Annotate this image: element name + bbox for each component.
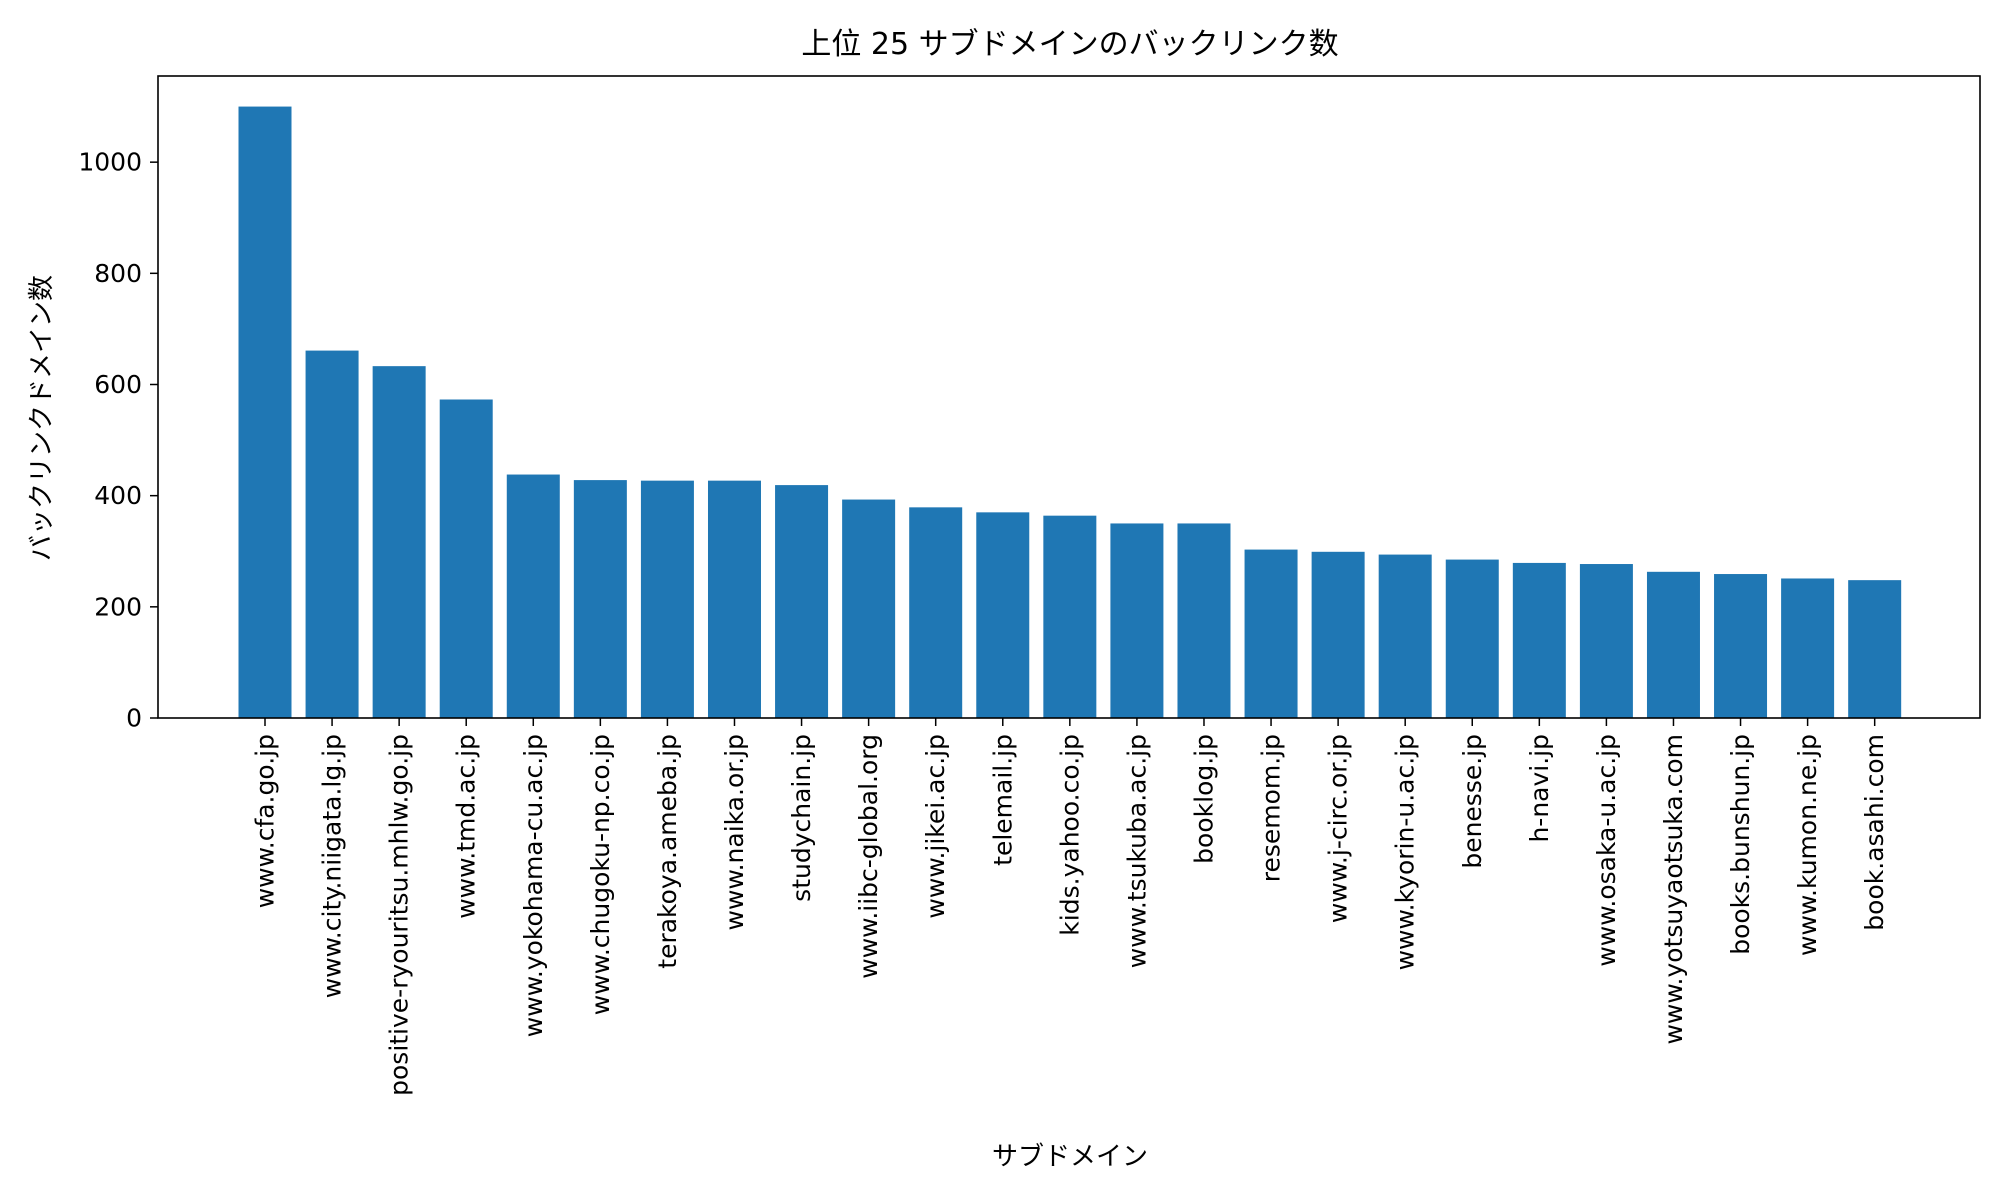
- x-tick-label: www.jikei.ac.jp: [921, 734, 950, 919]
- x-tick-label: resemom.jp: [1257, 734, 1286, 882]
- y-axis: 0 200 400 600 800 1000: [78, 148, 158, 733]
- x-tick-label: positive-ryouritsu.mhlw.go.jp: [385, 734, 414, 1096]
- bar: [1714, 574, 1768, 718]
- x-tick-label: www.j-circ.or.jp: [1324, 734, 1353, 923]
- bar: [238, 106, 292, 718]
- x-tick-label: studychain.jp: [787, 734, 816, 902]
- x-tick-label: www.yotsuyaotsuka.com: [1659, 734, 1688, 1045]
- bar: [976, 512, 1030, 718]
- y-tick-label: 200: [94, 592, 142, 621]
- bar: [305, 350, 359, 718]
- bar: [1579, 564, 1633, 718]
- y-tick-label: 400: [94, 481, 142, 510]
- bar: [372, 366, 426, 718]
- bar: [1512, 562, 1566, 718]
- x-tick-label: www.kumon.ne.jp: [1793, 734, 1822, 956]
- bar: [1848, 580, 1902, 718]
- x-tick-label: www.tmd.ac.jp: [452, 734, 481, 919]
- bar: [775, 485, 829, 718]
- y-axis-title: バックリンクドメイン数: [27, 275, 57, 561]
- bars-layer: [238, 106, 1902, 718]
- bar: [1311, 551, 1365, 718]
- bar: [1781, 578, 1835, 718]
- y-tick-label: 1000: [78, 148, 142, 177]
- x-tick-label: book.asahi.com: [1860, 734, 1889, 931]
- x-tick-label: www.iibc-global.org: [854, 734, 883, 979]
- x-tick-label: books.bunshun.jp: [1726, 734, 1755, 955]
- bar: [909, 507, 963, 718]
- bar: [1177, 523, 1231, 718]
- x-tick-label: www.chugoku-np.co.jp: [586, 734, 615, 1015]
- chart-title: 上位 25 サブドメインのバックリンク数: [801, 27, 1338, 62]
- y-tick-label: 0: [126, 704, 142, 733]
- bar: [707, 480, 761, 718]
- bar: [1445, 559, 1499, 718]
- x-tick-label: www.city.niigata.lg.jp: [318, 734, 347, 998]
- x-tick-label: www.tsukuba.ac.jp: [1122, 734, 1151, 968]
- x-axis: www.cfa.go.jp www.city.niigata.lg.jp posit…: [251, 718, 1889, 1096]
- x-tick-label: kids.yahoo.co.jp: [1055, 734, 1084, 936]
- y-tick-label: 600: [94, 370, 142, 399]
- bar: [640, 480, 694, 718]
- bar: [1646, 571, 1700, 718]
- bar: [439, 399, 493, 718]
- bar: [573, 480, 627, 718]
- x-tick-label: www.kyorin-u.ac.jp: [1391, 734, 1420, 970]
- x-tick-label: www.osaka-u.ac.jp: [1592, 734, 1621, 967]
- bar: [1110, 523, 1164, 718]
- y-tick-label: 800: [94, 259, 142, 288]
- x-tick-label: terakoya.ameba.jp: [653, 734, 682, 969]
- bar: [1244, 549, 1298, 718]
- x-axis-title: サブドメイン: [992, 1142, 1148, 1172]
- plot-frame: [157, 75, 1981, 719]
- bar: [1043, 515, 1097, 718]
- x-tick-label: www.naika.or.jp: [720, 734, 749, 930]
- x-tick-label: www.cfa.go.jp: [251, 734, 280, 908]
- bar: [506, 474, 560, 718]
- x-tick-label: telemail.jp: [988, 734, 1017, 866]
- x-tick-label: www.yokohama-cu.ac.jp: [519, 734, 548, 1037]
- x-tick-label: booklog.jp: [1189, 734, 1218, 864]
- x-tick-label: benesse.jp: [1458, 734, 1487, 869]
- x-tick-label: h-navi.jp: [1525, 734, 1554, 843]
- bar: [842, 499, 896, 718]
- bar: [1378, 554, 1432, 718]
